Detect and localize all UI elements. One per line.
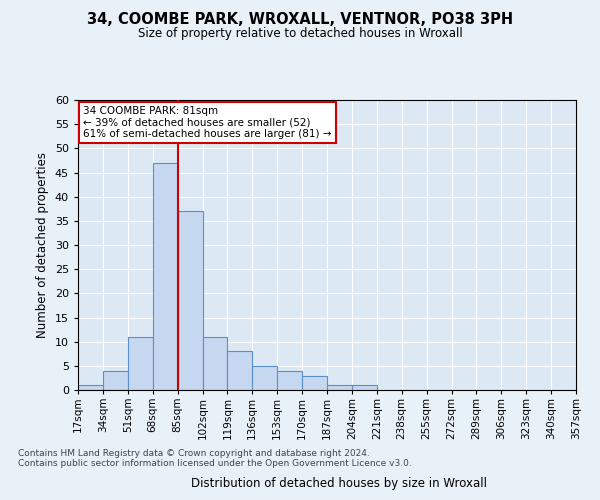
Y-axis label: Number of detached properties: Number of detached properties [36, 152, 49, 338]
Bar [327, 385, 352, 390]
Bar [152, 163, 178, 390]
Bar [302, 376, 327, 390]
Bar [352, 385, 377, 390]
Bar [277, 370, 302, 390]
Bar [128, 337, 153, 390]
Text: 34 COOMBE PARK: 81sqm
← 39% of detached houses are smaller (52)
61% of semi-deta: 34 COOMBE PARK: 81sqm ← 39% of detached … [83, 106, 331, 139]
Bar [178, 211, 203, 390]
Text: Contains HM Land Registry data © Crown copyright and database right 2024.: Contains HM Land Registry data © Crown c… [18, 448, 370, 458]
Bar [203, 337, 227, 390]
Bar [103, 370, 128, 390]
Bar [253, 366, 277, 390]
Bar [227, 352, 253, 390]
Text: Size of property relative to detached houses in Wroxall: Size of property relative to detached ho… [137, 28, 463, 40]
Text: Distribution of detached houses by size in Wroxall: Distribution of detached houses by size … [191, 477, 487, 490]
Bar [78, 385, 103, 390]
Text: Contains public sector information licensed under the Open Government Licence v3: Contains public sector information licen… [18, 458, 412, 468]
Text: 34, COOMBE PARK, WROXALL, VENTNOR, PO38 3PH: 34, COOMBE PARK, WROXALL, VENTNOR, PO38 … [87, 12, 513, 28]
